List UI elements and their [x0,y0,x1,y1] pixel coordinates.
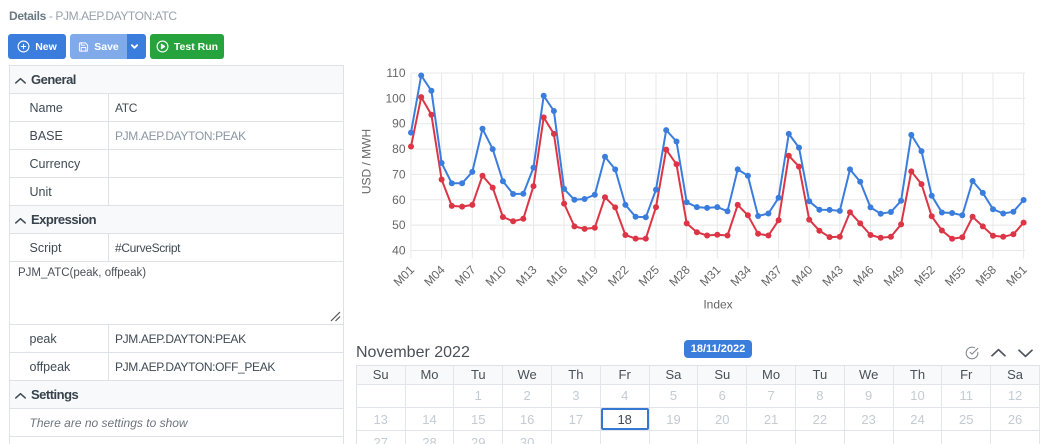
svg-text:M10: M10 [483,262,510,289]
svg-text:M04: M04 [421,262,448,289]
svg-text:M22: M22 [605,262,632,289]
svg-text:M01: M01 [391,262,418,289]
svg-text:M40: M40 [789,262,816,289]
svg-text:M28: M28 [666,262,693,289]
svg-text:90: 90 [392,117,406,131]
svg-text:M43: M43 [820,262,847,289]
svg-text:M25: M25 [636,262,663,289]
svg-text:Index: Index [703,298,732,312]
svg-text:100: 100 [385,91,405,105]
svg-text:M13: M13 [513,262,540,289]
svg-text:USD / MWH: USD / MWH [360,129,374,194]
svg-text:M07: M07 [452,262,479,289]
svg-text:60: 60 [392,193,406,207]
svg-text:M37: M37 [758,262,785,289]
svg-text:M58: M58 [973,262,1000,289]
svg-text:M19: M19 [575,262,602,289]
svg-text:M61: M61 [1003,262,1030,289]
svg-text:M16: M16 [544,262,571,289]
svg-text:110: 110 [386,66,405,80]
svg-text:M49: M49 [881,262,908,289]
svg-text:70: 70 [392,167,406,181]
svg-text:M55: M55 [942,262,969,289]
svg-text:M31: M31 [697,262,724,289]
svg-text:M52: M52 [911,262,938,289]
svg-text:M46: M46 [850,262,877,289]
svg-text:50: 50 [392,218,406,232]
svg-text:40: 40 [392,244,406,258]
svg-text:M34: M34 [728,262,755,289]
svg-text:80: 80 [392,142,406,156]
